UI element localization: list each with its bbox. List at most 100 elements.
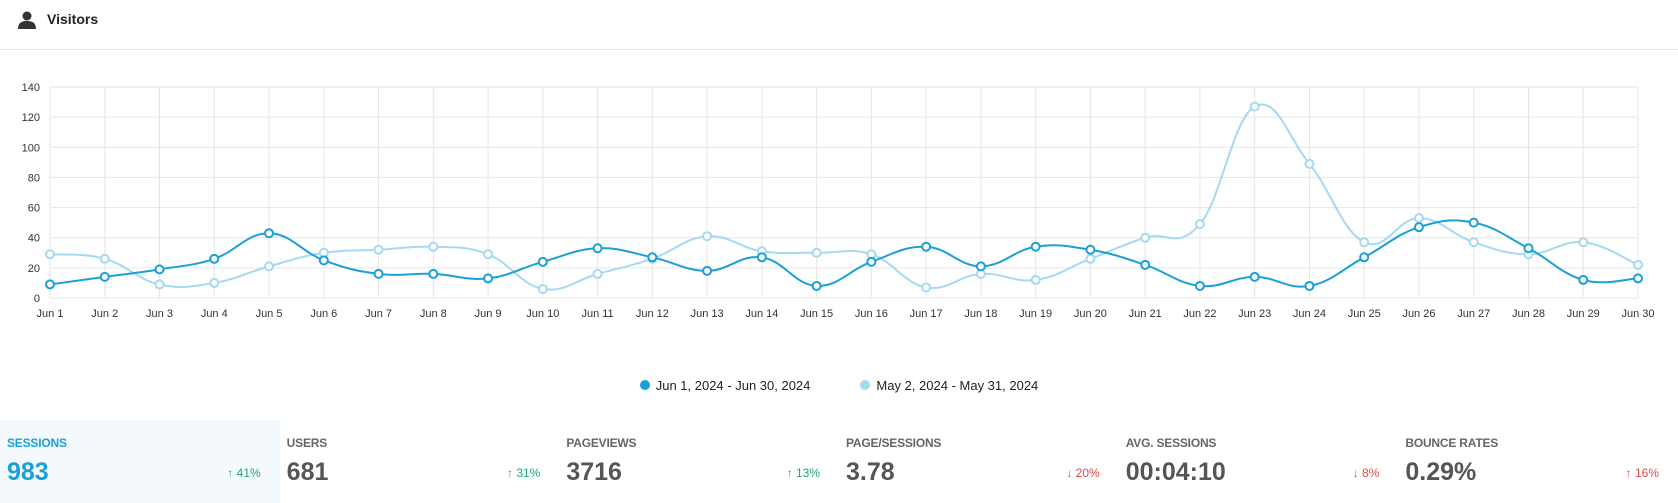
data-point[interactable] <box>1578 237 1589 248</box>
data-point[interactable] <box>1304 280 1315 291</box>
data-point[interactable] <box>1523 243 1534 254</box>
y-tick-label: 100 <box>22 142 40 154</box>
data-point[interactable] <box>592 243 603 254</box>
data-point[interactable] <box>1030 241 1041 252</box>
x-tick-label: Jun 4 <box>201 308 228 320</box>
data-point[interactable] <box>99 253 110 264</box>
data-point[interactable] <box>483 249 494 260</box>
x-tick-label: Jun 12 <box>636 308 669 320</box>
data-point[interactable] <box>1140 259 1151 270</box>
data-point[interactable] <box>1413 213 1424 224</box>
stat-users[interactable]: USERS 681 ↑ 31% <box>280 420 560 503</box>
data-point[interactable] <box>921 282 932 293</box>
stat-pageviews[interactable]: PAGEVIEWS 3716 ↑ 13% <box>559 420 839 503</box>
series-line <box>49 103 1639 291</box>
data-point[interactable] <box>209 277 220 288</box>
data-point[interactable] <box>537 283 548 294</box>
stat-change-value: 8% <box>1362 466 1380 480</box>
x-axis-ticks: Jun 1 Jun 2 Jun 3 Jun 4 Jun 5 Jun 6 Jun 7 Jun 8… <box>37 308 1655 320</box>
chart-series <box>45 101 1643 294</box>
data-point[interactable] <box>45 279 55 290</box>
x-tick-label: Jun 20 <box>1074 308 1107 320</box>
x-tick-label: Jun 3 <box>146 308 173 320</box>
legend-item-previous[interactable]: May 2, 2024 - May 31, 2024 <box>860 375 1038 395</box>
data-point[interactable] <box>428 268 439 279</box>
x-tick-label: Jun 8 <box>420 308 447 320</box>
data-point[interactable] <box>1249 271 1260 282</box>
stat-value: 3716 <box>566 458 622 486</box>
data-point[interactable] <box>1030 274 1041 285</box>
data-point[interactable] <box>318 255 329 266</box>
data-point[interactable] <box>154 279 165 290</box>
x-tick-label: Jun 10 <box>526 308 559 320</box>
data-point[interactable] <box>1249 101 1260 112</box>
x-tick-label: Jun 13 <box>691 308 724 320</box>
data-point[interactable] <box>1304 158 1315 169</box>
data-point[interactable] <box>1194 219 1205 230</box>
data-point[interactable] <box>756 252 767 263</box>
data-point[interactable] <box>921 241 932 252</box>
x-tick-label: Jun 15 <box>800 308 833 320</box>
data-point[interactable] <box>264 261 275 272</box>
x-tick-label: Jun 26 <box>1402 308 1435 320</box>
data-point[interactable] <box>1413 222 1424 233</box>
data-point[interactable] <box>1633 273 1643 284</box>
stat-avg-sessions[interactable]: AVG. SESSIONS 00:04:10 ↓ 8% <box>1119 420 1399 503</box>
data-point[interactable] <box>975 261 986 272</box>
data-point[interactable] <box>1468 217 1479 228</box>
data-point[interactable] <box>99 271 110 282</box>
data-point[interactable] <box>373 244 384 255</box>
data-point[interactable] <box>209 253 220 264</box>
stat-label: BOUNCE RATES <box>1405 436 1499 450</box>
data-point[interactable] <box>1140 232 1151 243</box>
y-tick-label: 0 <box>34 293 40 305</box>
data-point[interactable] <box>811 280 822 291</box>
legend-dot-current <box>639 380 650 390</box>
data-point[interactable] <box>1633 259 1643 270</box>
arrow-down-icon: ↓ <box>1066 466 1073 480</box>
x-tick-label: Jun 28 <box>1512 308 1545 320</box>
stat-change: ↓ 8% <box>1353 466 1380 480</box>
y-tick-label: 20 <box>28 263 40 275</box>
data-point[interactable] <box>264 228 275 239</box>
stat-change: ↑ 31% <box>507 466 540 480</box>
data-point[interactable] <box>537 256 548 267</box>
data-point[interactable] <box>592 268 603 279</box>
data-point[interactable] <box>811 247 822 258</box>
x-tick-label: Jun 7 <box>365 308 392 320</box>
data-point[interactable] <box>1359 252 1370 263</box>
x-tick-label: Jun 24 <box>1293 308 1326 320</box>
data-point[interactable] <box>45 249 55 260</box>
data-point[interactable] <box>1194 280 1205 291</box>
data-point[interactable] <box>702 231 713 242</box>
data-point[interactable] <box>1085 253 1096 264</box>
chart-legend: Jun 1, 2024 - Jun 30, 2024 May 2, 2024 -… <box>0 375 1678 395</box>
data-point[interactable] <box>1359 237 1370 248</box>
data-point[interactable] <box>702 265 713 276</box>
stat-page-sessions[interactable]: PAGE/SESSIONS 3.78 ↓ 20% <box>839 420 1119 503</box>
user-icon <box>18 11 36 29</box>
legend-item-current[interactable]: Jun 1, 2024 - Jun 30, 2024 <box>639 375 810 395</box>
x-tick-label: Jun 19 <box>1019 308 1052 320</box>
x-tick-label: Jun 17 <box>910 308 943 320</box>
x-tick-label: Jun 9 <box>475 308 502 320</box>
data-point[interactable] <box>1468 237 1479 248</box>
x-tick-label: Jun 29 <box>1567 308 1600 320</box>
data-point[interactable] <box>1578 274 1589 285</box>
data-point[interactable] <box>647 252 658 263</box>
data-point[interactable] <box>1085 244 1096 255</box>
stat-label: USERS <box>286 436 328 450</box>
data-point[interactable] <box>154 264 165 275</box>
data-point[interactable] <box>373 268 384 279</box>
panel-header: Visitors <box>0 0 1678 50</box>
data-point[interactable] <box>428 241 439 252</box>
stat-change: ↓ 20% <box>1066 466 1099 480</box>
x-tick-label: Jun 21 <box>1129 308 1162 320</box>
stat-label: AVG. SESSIONS <box>1125 436 1217 450</box>
stat-sessions[interactable]: SESSIONS 983 ↑ 41% <box>0 420 280 503</box>
stat-bounce-rates[interactable]: BOUNCE RATES 0.29% ↑ 16% <box>1398 420 1678 503</box>
x-tick-label: Jun 30 <box>1621 308 1654 320</box>
data-point[interactable] <box>866 256 877 267</box>
data-point[interactable] <box>483 273 494 284</box>
stat-change-value: 41% <box>236 466 261 480</box>
